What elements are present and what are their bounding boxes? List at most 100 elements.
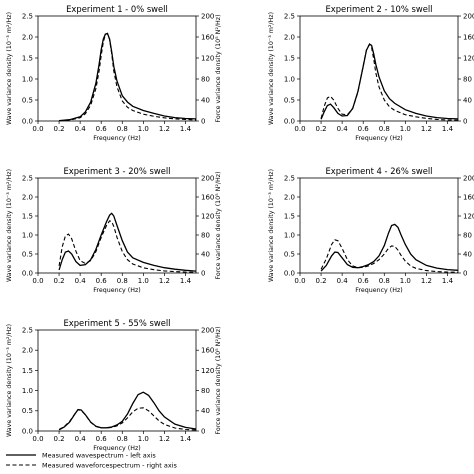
y-right-tick-label: 80	[201, 75, 210, 83]
wave-spectrum-line	[320, 43, 459, 120]
x-axis-label: Frequency (Hz)	[355, 287, 403, 294]
x-tick-label: 1.2	[159, 277, 170, 285]
force-spectrum-line	[58, 407, 197, 431]
y-right-tick-label: 40	[201, 96, 210, 104]
y-right-tick-label: 160	[201, 193, 214, 201]
y-right-tick-label: 120	[201, 212, 214, 220]
y-left-tick-label: 1.5	[22, 212, 33, 220]
y-left-tick-label: 1.0	[22, 387, 33, 395]
y-left-axis-label: Wave variance density (10⁻³ m²/Hz)	[268, 169, 275, 282]
y-right-tick-label: 0	[463, 269, 467, 277]
x-tick-label: 1.4	[180, 125, 192, 133]
y-left-tick-label: 0.0	[22, 427, 33, 435]
x-tick-label: 1.0	[138, 435, 149, 443]
panel-title: Experiment 4 - 26% swell	[325, 166, 432, 176]
y-right-tick-label: 160	[201, 33, 214, 41]
wave-spectrum-line	[58, 212, 197, 272]
y-left-tick-label: 1.5	[22, 367, 33, 375]
y-left-axis-label: Wave variance density (10⁻³ m²/Hz)	[6, 324, 13, 437]
x-tick-label: 1.0	[400, 277, 411, 285]
y-left-tick-label: 1.0	[284, 231, 295, 239]
y-right-tick-label: 200	[463, 174, 474, 182]
y-right-tick-label: 80	[201, 387, 210, 395]
y-right-tick-label: 0	[201, 269, 205, 277]
x-tick-label: 0.4	[337, 125, 349, 133]
chart-panel-3: Experiment 3 - 20% swell 0.0 0.2 0.4 0.6 0.8 1…	[6, 166, 222, 294]
x-tick-label: 0.2	[315, 125, 326, 133]
y-left-tick-label: 1.0	[22, 231, 33, 239]
y-left-tick-label: 2.0	[22, 193, 33, 201]
panel-title: Experiment 3 - 20% swell	[63, 166, 170, 176]
plot-frame	[37, 329, 197, 432]
x-tick-label: 1.0	[400, 125, 411, 133]
y-right-tick-label: 200	[201, 174, 214, 182]
y-left-tick-label: 2.0	[284, 193, 295, 201]
x-axis-label: Frequency (Hz)	[93, 445, 141, 452]
x-tick-label: 0.4	[75, 435, 87, 443]
x-tick-label: 0.4	[337, 277, 349, 285]
force-spectrum-line	[58, 220, 197, 273]
chart-panel-1: Experiment 1 - 0% swell 0.0 0.2 0.4 0.6 0.8 1.…	[6, 4, 222, 142]
y-right-tick-label: 0	[463, 117, 467, 125]
y-left-tick-label: 2.0	[22, 33, 33, 41]
plot-frame	[37, 15, 197, 122]
force-spectrum-line	[320, 239, 459, 273]
y-left-tick-label: 1.0	[284, 75, 295, 83]
legend-label-wave: Measured wavespectrum - left axis	[42, 452, 156, 460]
y-left-tick-label: 2.5	[22, 12, 33, 20]
y-right-axis-label: Force variance density (10⁵ N²/Hz)	[215, 171, 222, 279]
x-tick-label: 1.4	[442, 125, 454, 133]
x-tick-label: 1.4	[442, 277, 454, 285]
y-left-tick-label: 0.0	[284, 117, 295, 125]
y-right-tick-label: 0	[201, 427, 205, 435]
y-left-tick-label: 0.0	[284, 269, 295, 277]
x-tick-label: 0.0	[32, 125, 43, 133]
chart-panel-5: Experiment 5 - 55% swell 0.0 0.2 0.4 0.6 0.8 1…	[6, 318, 222, 452]
x-tick-label: 0.8	[117, 277, 128, 285]
y-right-tick-label: 40	[201, 407, 210, 415]
plot-frame	[299, 15, 459, 122]
x-tick-label: 1.2	[159, 435, 170, 443]
y-left-tick-label: 2.0	[284, 33, 295, 41]
y-right-tick-label: 40	[463, 250, 472, 258]
y-left-tick-label: 2.5	[22, 174, 33, 182]
y-left-tick-label: 0.0	[22, 117, 33, 125]
x-tick-label: 0.8	[379, 277, 390, 285]
y-left-axis-label: Wave variance density (10⁻³ m²/Hz)	[6, 169, 13, 282]
plot-frame	[299, 177, 459, 274]
legend: Measured wavespectrum - left axis Measur…	[6, 452, 178, 470]
y-right-tick-label: 120	[463, 54, 474, 62]
x-tick-label: 0.6	[96, 277, 108, 285]
y-right-tick-label: 160	[463, 33, 474, 41]
y-left-tick-label: 0.5	[22, 96, 33, 104]
y-left-tick-label: 0.5	[284, 96, 295, 104]
x-tick-label: 0.6	[96, 125, 108, 133]
x-tick-label: 1.2	[421, 125, 432, 133]
y-right-tick-label: 40	[463, 96, 472, 104]
x-tick-label: 0.2	[53, 277, 64, 285]
y-left-tick-label: 2.5	[284, 174, 295, 182]
force-spectrum-line	[59, 32, 197, 122]
y-left-tick-label: 0.5	[284, 250, 295, 258]
x-tick-label: 1.4	[180, 277, 192, 285]
force-spectrum-line	[320, 43, 459, 121]
x-axis-label: Frequency (Hz)	[93, 287, 141, 294]
legend-label-force: Measured waveforcespectrum - right axis	[42, 462, 178, 470]
y-right-tick-label: 40	[201, 250, 210, 258]
x-tick-label: 1.4	[180, 435, 192, 443]
y-left-tick-label: 1.5	[284, 212, 295, 220]
x-tick-label: 0.2	[53, 125, 64, 133]
x-tick-label: 0.8	[117, 435, 128, 443]
x-tick-label: 0.0	[294, 125, 305, 133]
y-left-tick-label: 1.0	[22, 75, 33, 83]
wave-spectrum-line	[320, 223, 459, 272]
x-tick-label: 1.0	[138, 125, 149, 133]
y-right-tick-label: 200	[463, 12, 474, 20]
y-right-tick-label: 160	[201, 347, 214, 355]
panel-title: Experiment 1 - 0% swell	[66, 4, 168, 14]
panel-title: Experiment 2 - 10% swell	[325, 4, 432, 14]
y-right-tick-label: 120	[463, 212, 474, 220]
x-tick-label: 0.0	[32, 277, 43, 285]
panel-title: Experiment 5 - 55% swell	[63, 318, 170, 328]
